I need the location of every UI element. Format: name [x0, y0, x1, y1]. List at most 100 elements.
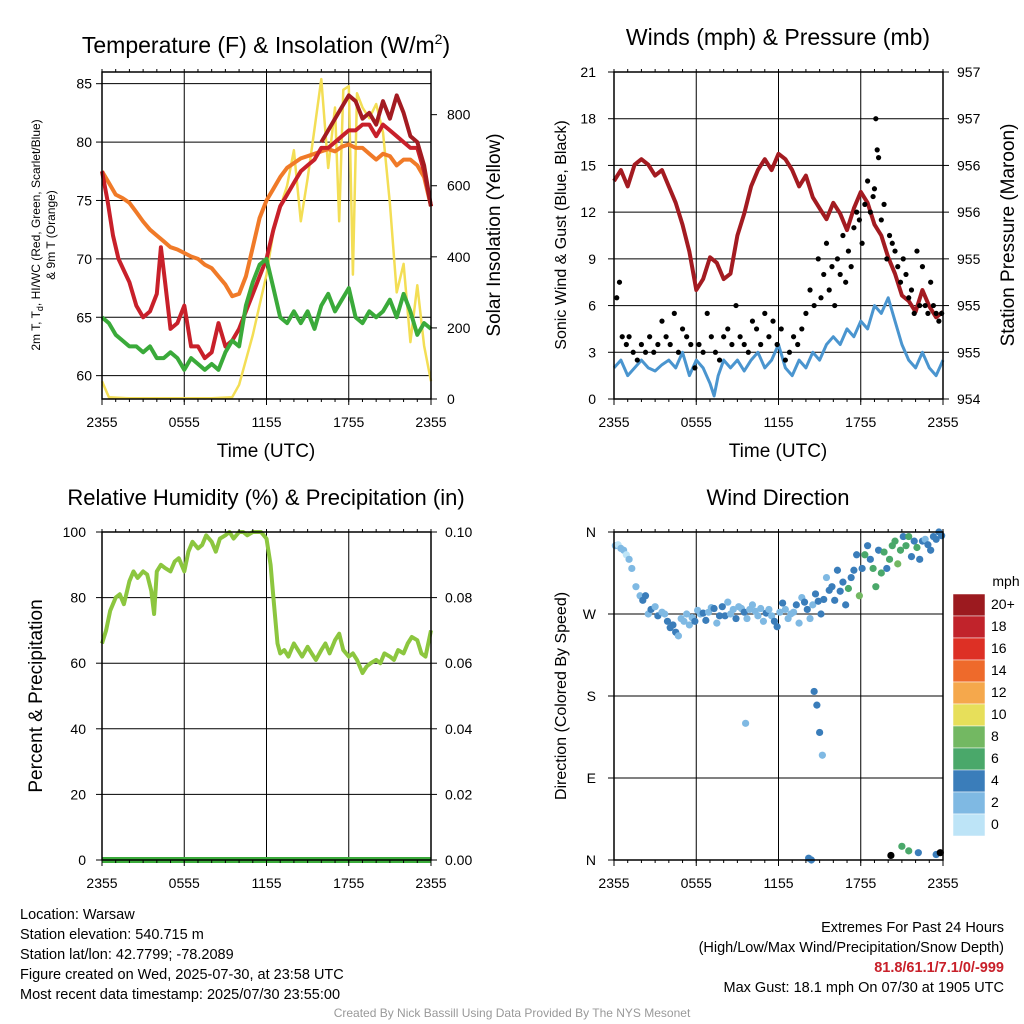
winds-pressure-panel: Winds (mph) & Pressure (mb) 0 3 6 9 12 15 18 21 9…	[553, 24, 1019, 462]
rh-ytick-label-2: 40	[70, 721, 86, 737]
wind-gust-point	[708, 334, 714, 340]
extremes-title: Extremes For Past 24 Hours	[821, 920, 1004, 936]
dir-point	[861, 551, 869, 559]
wind-gust-point	[753, 326, 760, 332]
dir-point	[816, 728, 824, 737]
colorbar-label-0: 0	[991, 816, 999, 832]
station-elevation: Station elevation: 540.715 m	[20, 927, 204, 943]
wind-gust-point	[851, 225, 857, 231]
extremes-legend: (High/Low/Max Wind/Precipitation/Snow De…	[698, 940, 1004, 956]
wind-ytick-label-7: 21	[580, 64, 596, 80]
dir-title: Wind Direction	[706, 485, 849, 510]
temp-xtick-label-2: 1155	[251, 414, 281, 430]
temp-xtick-label-0: 2355	[86, 414, 117, 430]
dir-point	[902, 542, 910, 550]
wind-gust-point	[903, 271, 909, 278]
dir-xtick-label-1: 0555	[681, 875, 712, 891]
dir-point	[759, 617, 768, 625]
dir-point	[869, 564, 877, 573]
wind-gust-point	[881, 201, 887, 207]
dir-point	[818, 751, 826, 759]
rh-ytick-label-3: 60	[70, 655, 86, 671]
wind-gust-point	[716, 357, 723, 363]
wind-gust-point	[659, 318, 665, 324]
station-latlon: Station lat/lon: 42.7799; -78.2089	[20, 947, 234, 963]
wind-gust-point	[749, 318, 756, 324]
wind-gust-point	[837, 271, 843, 278]
wind-gust-point	[919, 264, 926, 270]
wind-gust-point	[933, 310, 939, 316]
wind-gust-point	[795, 341, 801, 348]
wind-gust-point	[865, 178, 871, 184]
temp-ytick-label-5: 85	[76, 76, 92, 92]
temp-ytick-right-label-2: 400	[447, 249, 471, 265]
wind-xlabel: Time (UTC)	[729, 441, 828, 462]
dir-point	[641, 592, 650, 600]
wind-ytick-right-label-0: 954	[957, 391, 981, 407]
temp-ylabel-line2: & 9m T (Orange)	[44, 190, 58, 280]
temp-title: Temperature (F) & Insolation (W/m2)	[82, 31, 450, 58]
dir-point	[740, 608, 748, 616]
colorbar-unit: mph	[992, 573, 1019, 589]
dir-point	[710, 604, 718, 613]
dir-point	[850, 566, 858, 574]
wind-gust-point	[914, 248, 920, 254]
wind-gust-point	[616, 279, 623, 285]
wind-gust-point	[859, 240, 865, 246]
dir-point	[883, 564, 891, 573]
wind-ytick-right-label-1: 955	[957, 344, 981, 360]
wind-gust-point	[811, 302, 817, 309]
speed-colorbar: mph 20+ 18 16 14 12 10 8 6 4 2 0	[952, 573, 1020, 837]
wind-gust-point	[745, 349, 751, 355]
wind-gust-point	[886, 232, 893, 239]
wind-gust-point	[856, 217, 862, 223]
rh-ytick-label-4: 80	[70, 590, 86, 606]
dir-point	[910, 537, 918, 545]
wind-gust-point	[870, 193, 876, 200]
dir-point	[702, 616, 710, 624]
wind-gust-point	[630, 349, 636, 355]
dir-point	[768, 612, 776, 620]
wind-gust-point	[840, 232, 846, 239]
dir-point	[864, 542, 872, 550]
rh-xtick-label-0: 2355	[86, 875, 117, 891]
max-gust: Max Gust: 18.1 mph On 07/30 at 1905 UTC	[723, 980, 1004, 996]
wind-gust-point	[884, 256, 890, 262]
recent-timestamp: Most recent data timestamp: 2025/07/30 2…	[20, 987, 341, 1003]
dir-point	[921, 535, 929, 543]
wind-gust-point	[928, 279, 934, 285]
dir-point	[927, 546, 935, 554]
wind-ytick-right-label-5: 956	[957, 157, 981, 173]
rh-ytick-right-label-4: 0.08	[445, 590, 472, 606]
wind-gust-point	[845, 248, 852, 254]
station-info: Location: Warsaw Station elevation: 540.…	[20, 905, 344, 1005]
dir-point	[905, 532, 913, 541]
wind-gust-point	[832, 302, 838, 309]
wind-gust-point	[871, 186, 878, 192]
colorbar-label-8: 16	[991, 640, 1007, 656]
wind-gust-point	[790, 334, 797, 340]
wind-gust-point	[614, 295, 620, 301]
wind-gust-point	[807, 287, 813, 293]
wind-ytick-label-3: 9	[588, 251, 596, 267]
dir-point	[855, 592, 863, 600]
wind-gust-point	[834, 256, 841, 262]
wind-gust-point	[799, 326, 805, 332]
colorbar-swatch-2	[952, 769, 986, 793]
wind-ytick-right-label-4: 956	[957, 204, 981, 220]
dir-point	[732, 614, 740, 623]
dir-point	[899, 532, 907, 541]
temp-ylabel-part2: , HI/WC (Red, Green, Scarlet/Blue)	[29, 119, 43, 306]
wind-gust-point	[655, 341, 661, 348]
dir-xtick-label-2: 1155	[763, 875, 793, 891]
colorbar-swatch-10	[952, 593, 986, 617]
rh-series-rh_green	[100, 530, 433, 675]
dir-point	[858, 564, 866, 573]
dir-point	[924, 541, 932, 549]
dir-point	[661, 610, 669, 618]
colorbar-label-1: 2	[991, 794, 999, 810]
dir-point	[938, 532, 946, 540]
wind-gust-point	[733, 302, 739, 309]
